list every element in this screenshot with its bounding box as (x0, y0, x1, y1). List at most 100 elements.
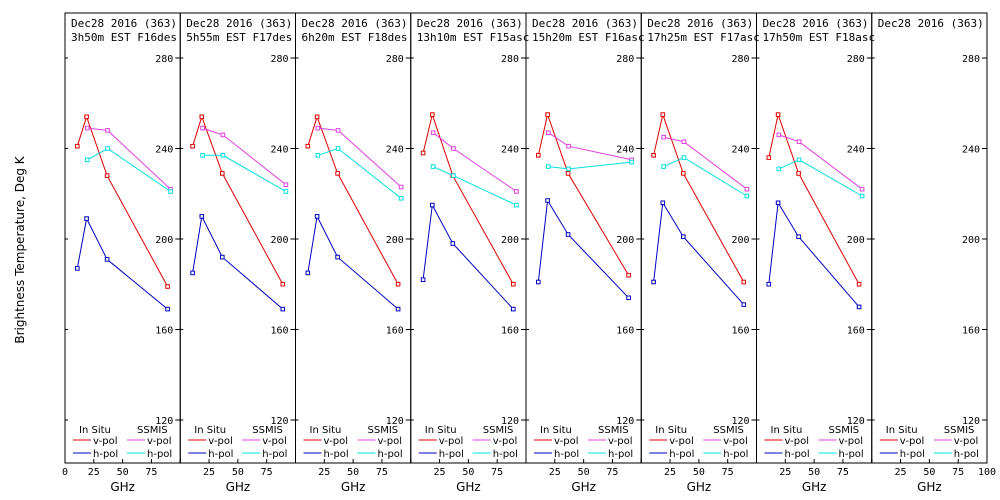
insitu-hpol-point (314, 214, 320, 219)
insitu-vpol-point (511, 281, 516, 287)
x-axis-label: GHz (226, 480, 251, 494)
legend-ssmis-hpol-label: h-pol (723, 449, 748, 460)
x-axis-label: GHz (456, 480, 481, 494)
ssmis-vpol-point (398, 184, 404, 190)
ssmis-hpol-line (202, 154, 287, 192)
legend-insitu-header: In Situ (310, 425, 342, 436)
insitu-vpol-point (536, 153, 541, 158)
x-tick-label: 25 (434, 467, 446, 478)
y-tick-label: 280 (847, 54, 865, 65)
x-tick-label: 75 (491, 467, 503, 478)
ssmis-vpol-point (744, 186, 750, 192)
legend-insitu-header: In Situ (540, 425, 572, 436)
legend-insitu-header: In Situ (194, 425, 226, 436)
legend-insitu-hpol-label: h-pol (669, 449, 694, 460)
x-axis-label: GHz (341, 480, 366, 494)
insitu-hpol-point (565, 232, 571, 237)
legend-insitu-header: In Situ (771, 425, 803, 436)
ssmis-vpol-point (85, 125, 90, 131)
x-tick-label: 75 (376, 467, 388, 478)
x-tick-label: 25 (895, 467, 907, 478)
legend-insitu-hpol-label: h-pol (439, 449, 464, 460)
ssmis-vpol-line (87, 127, 171, 190)
insitu-hpol-point (420, 277, 426, 282)
y-tick-label: 240 (501, 145, 519, 156)
insitu-vpol-point (104, 173, 110, 178)
insitu-vpol-line (76, 115, 169, 287)
x-tick-label: 50 (808, 467, 820, 478)
ssmis-hpol-point (776, 166, 782, 172)
ssmis-hpol-point (85, 157, 90, 163)
y-tick-label: 200 (270, 235, 288, 246)
insitu-vpol-point (545, 112, 550, 117)
y-tick-label: 280 (501, 54, 519, 65)
ssmis-hpol-point (796, 157, 802, 163)
legend-insitu-hpol-label: h-pol (93, 449, 118, 460)
y-tick-label: 240 (270, 145, 288, 156)
legend-insitu-vpol-label: v-pol (785, 436, 810, 447)
ssmis-vpol-point (200, 125, 205, 131)
ssmis-hpol-point (105, 146, 110, 151)
legend-insitu-vpol-label: v-pol (554, 436, 579, 447)
insitu-vpol-point (84, 114, 89, 120)
insitu-hpol-point (305, 270, 311, 276)
insitu-vpol-point (220, 171, 225, 176)
insitu-hpol-line (307, 214, 399, 310)
y-tick-label: 160 (270, 326, 288, 337)
insitu-vpol-point (741, 279, 747, 285)
ssmis-vpol-point (430, 130, 436, 135)
y-tick-label: 240 (616, 145, 634, 156)
x-tick-label: 75 (952, 467, 964, 478)
y-tick-label: 240 (731, 145, 749, 156)
x-tick-label: 50 (347, 467, 359, 478)
insitu-vpol-point (280, 281, 286, 287)
ssmis-vpol-point (105, 128, 110, 133)
legend-ssmis-vpol-label: v-pol (378, 436, 403, 447)
y-tick-label: 280 (731, 54, 749, 65)
y-tick-label: 200 (847, 235, 865, 246)
panel-7: Dec28 2016 (363)17h50m EST F18asc 120 160 2… (756, 12, 875, 494)
legend-ssmis-hpol-label: h-pol (839, 449, 864, 460)
ssmis-hpol-point (629, 159, 634, 165)
legend-ssmis-header: SSMIS (944, 425, 975, 436)
insitu-vpol-point (681, 171, 686, 176)
legend-insitu-hpol-label: h-pol (554, 449, 579, 460)
ssmis-hpol-point (859, 193, 865, 199)
ssmis-hpol-point (430, 164, 436, 169)
y-tick-label: 120 (270, 416, 288, 427)
ssmis-vpol-line (432, 132, 517, 192)
y-tick-label: 120 (731, 416, 749, 427)
panel-group: Dec28 2016 (363)3h50m EST F16des12016020… (62, 12, 996, 494)
y-tick-label: 280 (616, 54, 634, 65)
legend-insitu-hpol-label: h-pol (208, 449, 233, 460)
x-tick-label: 75 (261, 467, 273, 478)
x-tick-label: 50 (923, 467, 935, 478)
legend-insitu-vpol-label: v-pol (324, 436, 349, 447)
x-tick-label: 50 (462, 467, 474, 478)
insitu-hpol-point (545, 198, 550, 203)
ssmis-hpol-line (317, 147, 402, 199)
y-tick-label: 200 (155, 235, 173, 246)
insitu-vpol-line (653, 112, 745, 283)
insitu-vpol-point (420, 150, 426, 156)
legend-ssmis-vpol-label: v-pol (723, 436, 748, 447)
y-tick-label: 280 (962, 54, 980, 65)
ssmis-vpol-point (283, 182, 289, 187)
ssmis-vpol-point (315, 125, 321, 131)
legend-ssmis-header: SSMIS (368, 425, 399, 436)
y-tick-label: 280 (386, 54, 404, 65)
x-tick-label: 50 (578, 467, 590, 478)
legend-insitu-hpol-label: h-pol (900, 449, 925, 460)
y-tick-label: 200 (616, 235, 634, 246)
insitu-hpol-point (395, 306, 401, 312)
insitu-vpol-point (395, 281, 401, 287)
insitu-hpol-point (84, 216, 89, 221)
x-axis-label: GHz (802, 480, 827, 494)
ssmis-hpol-point (546, 164, 551, 169)
legend-ssmis-header: SSMIS (483, 425, 514, 436)
insitu-hpol-point (681, 234, 686, 239)
insitu-vpol-point (565, 171, 571, 176)
ssmis-hpol-point (315, 153, 321, 158)
panel-title-date: Dec28 2016 (363) (186, 17, 292, 30)
insitu-vpol-point (651, 153, 656, 158)
